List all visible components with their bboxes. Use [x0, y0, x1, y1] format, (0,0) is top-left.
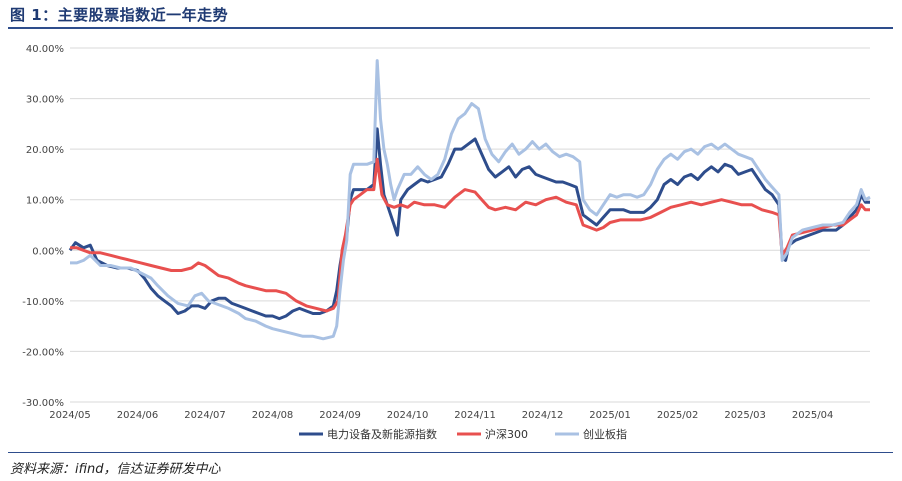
legend-label: 电力设备及新能源指数: [327, 427, 437, 441]
x-tick-label: 2024/10: [387, 410, 429, 421]
y-tick-label: 20.00%: [26, 145, 64, 156]
legend-label: 创业板指: [583, 427, 627, 441]
y-tick-label: -30.00%: [22, 398, 64, 409]
series-line-2: [70, 157, 870, 313]
x-tick-label: 2024/11: [454, 410, 496, 421]
x-tick-label: 2024/06: [117, 410, 159, 421]
x-tick-label: 2024/05: [49, 410, 91, 421]
chart-area: 40.00% 30.00% 20.00% 10.00% 0.00% -10.00% -20.…: [8, 32, 893, 450]
source-note: 资料来源：ifind，信达证券研发中心: [10, 462, 221, 477]
y-tick-label: 40.00%: [26, 44, 64, 55]
y-tick-label: 30.00%: [26, 95, 64, 106]
y-tick-label: -20.00%: [22, 347, 64, 358]
y-tick-label: 0.00%: [32, 246, 64, 257]
x-tick-label: 2025/04: [792, 410, 834, 421]
title-rule: [8, 27, 893, 29]
bottom-rule: [8, 452, 893, 453]
x-tick-label: 2024/12: [522, 410, 564, 421]
series-line-1: [68, 127, 870, 321]
x-tick-label: 2024/07: [184, 410, 226, 421]
y-tick-label: 10.00%: [26, 196, 64, 207]
x-tick-label: 2025/02: [657, 410, 699, 421]
line-chart: 40.00% 30.00% 20.00% 10.00% 0.00% -10.00% -20.…: [22, 44, 871, 441]
x-tick-label: 2024/08: [252, 410, 294, 421]
y-tick-label: -10.00%: [22, 297, 64, 308]
series-line-3: [70, 59, 871, 341]
legend-label: 沪深300: [485, 427, 528, 441]
figure-title: 图 1：主要股票指数近一年走势: [10, 6, 229, 24]
x-tick-label: 2025/01: [589, 410, 631, 421]
x-tick-label: 2024/09: [319, 410, 361, 421]
x-tick-label: 2025/03: [724, 410, 766, 421]
